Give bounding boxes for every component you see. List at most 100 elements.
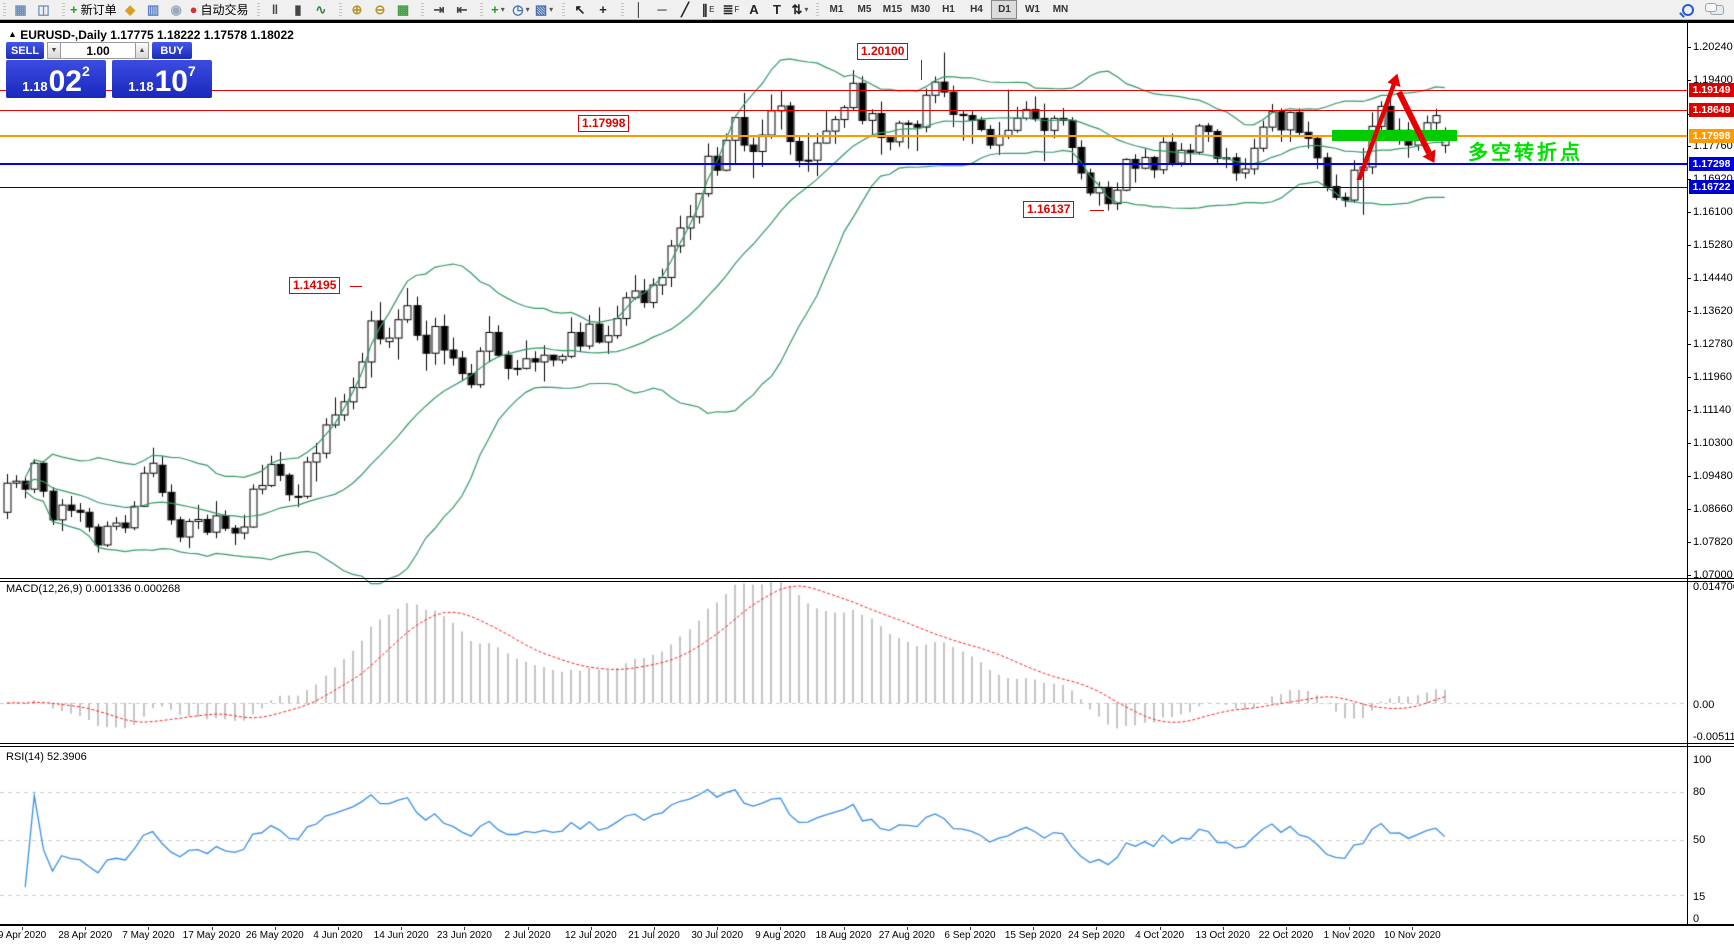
fibonacci-icon[interactable]: ≣ F (722, 1, 740, 17)
date-axis-label: 13 Oct 2020 (1195, 930, 1251, 941)
timeframe-m30[interactable]: M30 (910, 4, 931, 15)
date-axis-label: 14 Jun 2020 (373, 930, 429, 941)
symbol-period-label: EURUSD-,Daily (20, 28, 107, 42)
annotation-note[interactable]: 多空转折点 (1468, 142, 1583, 164)
auto-scroll-icon[interactable]: ⇥ (433, 1, 445, 17)
toolbar-group: ▦ ◫ (0, 0, 59, 20)
price-tick-label: 1.13620 (1693, 304, 1733, 317)
price-tick-mark (1687, 244, 1691, 246)
toolbar-groups: ▦ ◫ + 新订单 ◆ ▥ ◉ ● 自动交易 ǁ ▮ ∿ ⊕ ⊖ ▦ ⇥ ⇤ + ▾ ◷ ▾ ▧ ▾ ↖ + │ ─ ╱ ∥ E ≣ F A T ⇅… (0, 0, 815, 20)
panel-separator[interactable] (0, 743, 1734, 744)
sell-button[interactable]: SELL (6, 42, 44, 59)
buy-button[interactable]: BUY (152, 42, 192, 59)
crosshair-icon[interactable]: + (599, 1, 607, 17)
date-axis-tick (1160, 927, 1161, 930)
date-axis-label: 27 Aug 2020 (878, 930, 935, 941)
resistance-line-1[interactable] (0, 90, 1687, 91)
pivot-line[interactable] (0, 135, 1687, 137)
date-axis-tick (85, 927, 86, 930)
timeframe-m5[interactable]: M5 (857, 4, 872, 15)
chat-icon[interactable] (1705, 2, 1724, 15)
volume-input[interactable] (61, 42, 135, 59)
rsi-axis-label: 50 (1693, 834, 1706, 846)
terminal-icon[interactable]: ▥ (146, 1, 160, 17)
timeframe-m1[interactable]: M1 (829, 4, 844, 15)
cursor-icon[interactable]: ↖ (574, 1, 586, 17)
support-line-2-badge: 1.16722 (1689, 180, 1734, 194)
date-axis-border (0, 924, 1734, 926)
volume-up-button[interactable]: ▲ (135, 42, 149, 59)
rsi-axis-label: 15 (1693, 891, 1706, 903)
timeframe-h4[interactable]: H4 (970, 4, 983, 15)
templates-icon[interactable]: ▧ ▾ (534, 1, 554, 17)
panel-separator[interactable] (0, 581, 1734, 582)
price-tick-mark (1687, 508, 1691, 510)
new-order-icon[interactable]: + 新订单 (70, 1, 117, 17)
vertical-line-icon[interactable]: │ (634, 1, 644, 17)
date-axis-tick (1286, 927, 1287, 930)
channel-icon[interactable]: ∥ E (701, 1, 715, 17)
horizontal-line-icon[interactable]: ─ (657, 1, 667, 17)
price-annotation-label[interactable]: 1.17998 (578, 115, 630, 132)
price-annotation-label[interactable]: 1.16137 (1023, 201, 1075, 218)
rsi-axis-label: 80 (1693, 786, 1706, 798)
date-axis-label: 7 May 2020 (122, 930, 175, 941)
label-icon[interactable]: T (773, 1, 781, 17)
date-axis-tick (970, 927, 971, 930)
price-tick-mark (1687, 212, 1691, 214)
metaeditor-icon[interactable]: ◆ (125, 1, 136, 17)
tile-windows-icon[interactable]: ▦ (396, 1, 410, 17)
resistance-line-2[interactable] (0, 110, 1687, 111)
toolbar-group: │ ─ ╱ ∥ E ≣ F A T ⇅ ▾ (618, 0, 815, 20)
new-chart-icon[interactable]: ▦ (14, 1, 27, 17)
chart-shift-icon[interactable]: ⇤ (456, 1, 468, 17)
toolbar-group: ↖ + (559, 0, 618, 20)
toolbar-grip (62, 2, 65, 17)
price-annotation-label[interactable]: 1.14195 (289, 277, 341, 294)
toolbar-grip (339, 2, 343, 17)
zoom-out-icon[interactable]: ⊖ (374, 1, 386, 17)
timeframe-mn[interactable]: MN (1052, 4, 1069, 15)
candlestick-icon[interactable]: ▮ (294, 1, 302, 17)
timeframe-h1[interactable]: H1 (942, 4, 955, 15)
sell-price-small: 1.18 (22, 79, 48, 94)
trendline-icon[interactable]: ╱ (681, 1, 689, 17)
panel-separator[interactable] (0, 746, 1734, 747)
bar-chart-icon[interactable]: ǁ (271, 1, 279, 17)
collapse-panel-arrow[interactable]: ▲ (8, 29, 17, 39)
indicators-icon[interactable]: + ▾ (491, 1, 505, 17)
zoom-in-icon[interactable]: ⊕ (351, 1, 363, 17)
price-tick-mark (1687, 80, 1691, 82)
panel-separator[interactable] (0, 578, 1734, 579)
price-tick-mark (1687, 476, 1691, 477)
support-line-2[interactable] (0, 187, 1687, 188)
price-tick-label: 1.11140 (1693, 403, 1732, 416)
support-zone-bar[interactable] (1332, 130, 1457, 141)
date-axis-label: 1 Nov 2020 (1323, 930, 1375, 941)
timeframe-w1[interactable]: W1 (1024, 4, 1040, 15)
macd-label: MACD(12,26,9) 0.001336 0.000268 (6, 583, 181, 595)
sell-price-button[interactable]: 1.18 02 2 (6, 60, 106, 98)
date-axis-tick (654, 927, 655, 930)
price-annotation-label[interactable]: 1.20100 (857, 43, 909, 60)
price-axis-line (1687, 23, 1688, 926)
ohlc-values: 1.17775 1.18222 1.17578 1.18022 (110, 28, 294, 42)
line-chart-icon[interactable]: ∿ (315, 1, 327, 17)
autotrading-icon[interactable]: ● 自动交易 (189, 1, 249, 17)
search-icon[interactable] (1682, 3, 1694, 16)
support-line-1[interactable] (0, 163, 1687, 165)
trend-arrow-annotation[interactable] (1340, 70, 1470, 180)
periods-icon[interactable]: ◷ ▾ (512, 1, 530, 17)
signals-icon[interactable]: ◉ (170, 1, 182, 17)
timeframe-m15[interactable]: M15 (882, 4, 903, 15)
buy-price-button[interactable]: 1.18 10 7 (112, 60, 212, 98)
price-tick-mark (1687, 47, 1691, 48)
profiles-icon[interactable]: ◫ (37, 1, 50, 17)
autotrading-button-label: 自动交易 (200, 2, 249, 17)
timeframe-d1[interactable]: D1 (991, 0, 1018, 19)
arrows-icon[interactable]: ⇅ ▾ (791, 1, 809, 17)
price-tick-mark (1687, 145, 1691, 147)
volume-down-button[interactable]: ▼ (47, 42, 61, 59)
text-icon[interactable]: A (749, 1, 759, 17)
